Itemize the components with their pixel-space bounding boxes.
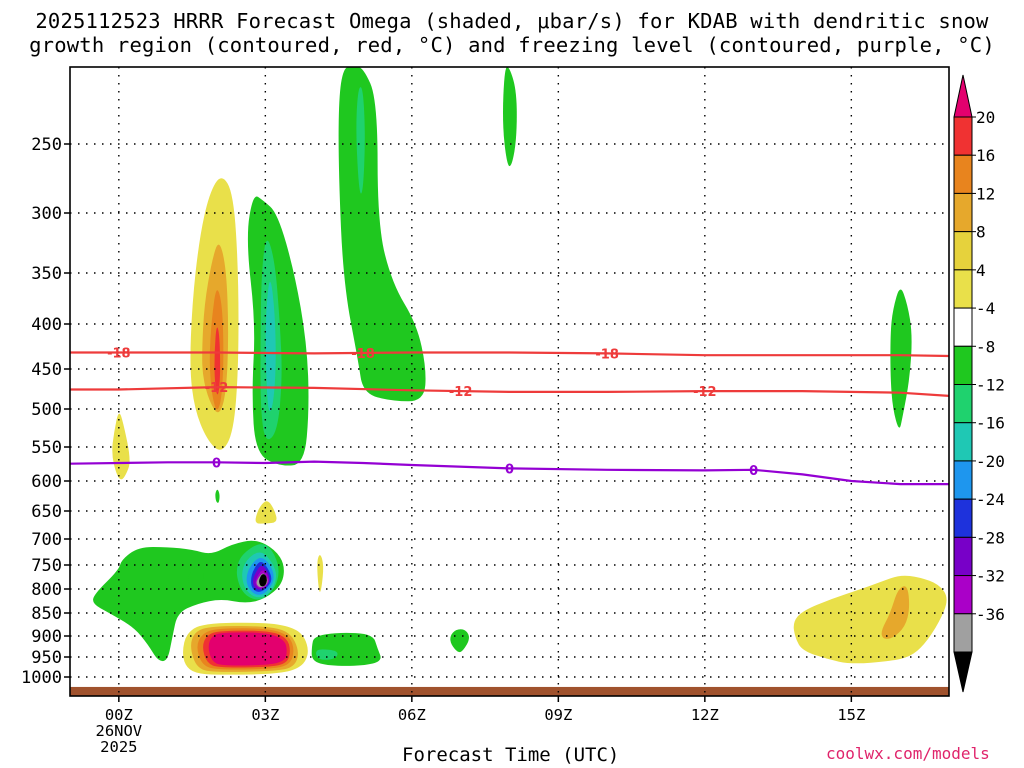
omega-region-7 xyxy=(215,489,220,503)
omega-region-34 xyxy=(208,632,287,666)
colorbar-label-9: -20 xyxy=(976,452,1005,471)
colorbar-segment-6 xyxy=(953,345,973,385)
dgz-contour--18-label-0: -18 xyxy=(107,347,131,362)
colorbar-label-2: 12 xyxy=(976,184,995,203)
omega-region-6 xyxy=(317,555,324,592)
colorbar-segment-0 xyxy=(953,116,973,156)
colorbar-label-0: 20 xyxy=(976,108,995,127)
colorbar-segment-4 xyxy=(953,269,973,309)
freezing-level-contour-label-0: 0 xyxy=(212,456,221,471)
colorbar-label-7: -12 xyxy=(976,376,1005,395)
colorbar-label-10: -24 xyxy=(976,490,1005,509)
y-tick-label-250: 250 xyxy=(31,135,62,155)
colorbar-top-arrow xyxy=(953,74,973,118)
omega-region-15 xyxy=(93,540,284,662)
dgz-contour--12-label-0: -12 xyxy=(205,381,229,396)
y-tick-label-900: 900 xyxy=(31,627,62,647)
colorbar-segment-13 xyxy=(953,613,973,653)
x-tick-date: 26NOV xyxy=(95,722,142,740)
omega-region-5 xyxy=(255,501,277,524)
y-tick-label-650: 650 xyxy=(31,502,62,522)
omega-region-10 xyxy=(265,281,276,412)
colorbar-label-8: -16 xyxy=(976,414,1005,433)
y-tick-label-600: 600 xyxy=(31,472,62,492)
colorbar-label-4: 4 xyxy=(976,261,986,280)
credit-link[interactable]: coolwx.com/models xyxy=(826,744,990,763)
colorbar-segment-10 xyxy=(953,498,973,538)
colorbar-segment-2 xyxy=(953,192,973,233)
omega-region-23 xyxy=(259,574,267,587)
colorbar-segment-12 xyxy=(953,575,973,615)
x-tick-label-03Z: 03Z xyxy=(251,706,279,724)
colorbar-bottom-arrow xyxy=(953,651,973,693)
plot-frame xyxy=(69,66,950,697)
y-tick-label-350: 350 xyxy=(31,264,62,284)
dgz-contour--12-label-1: -12 xyxy=(449,385,473,400)
colorbar-segment-5 xyxy=(953,307,973,347)
colorbar-label-3: 8 xyxy=(976,223,986,242)
y-tick-label-300: 300 xyxy=(31,204,62,224)
colorbar-segment-3 xyxy=(953,231,973,271)
colorbar-label-6: -8 xyxy=(976,337,995,356)
omega-region-26 xyxy=(316,649,338,660)
dgz-contour--18-label-2: -18 xyxy=(595,347,619,362)
y-tick-label-500: 500 xyxy=(31,400,62,420)
x-tick-year: 2025 xyxy=(100,738,137,756)
omega-region-12 xyxy=(356,87,365,194)
y-tick-label-750: 750 xyxy=(31,556,62,576)
freezing-level-contour xyxy=(69,460,949,486)
colorbar-label-12: -32 xyxy=(976,567,1005,586)
omega-region-25 xyxy=(311,632,381,666)
dgz-contour--12 xyxy=(70,385,950,397)
x-tick-label-00Z: 00Z xyxy=(105,706,133,724)
y-tick-label-950: 950 xyxy=(31,648,62,668)
x-tick-label-12Z: 12Z xyxy=(691,706,719,724)
title-line-2: growth region (contoured, red, °C) and f… xyxy=(29,33,995,57)
omega-region-14 xyxy=(890,289,912,428)
x-tick-label-09Z: 09Z xyxy=(544,706,572,724)
omega-region-3 xyxy=(214,327,221,395)
title-line-1: 2025112523 HRRR Forecast Omega (shaded, … xyxy=(35,9,989,33)
colorbar-label-11: -28 xyxy=(976,528,1005,547)
colorbar-label-13: -36 xyxy=(976,605,1005,624)
omega-region-13 xyxy=(503,67,517,167)
colorbar-segment-11 xyxy=(953,536,973,577)
x-axis-label: Forecast Time (UTC) xyxy=(402,744,620,766)
colorbar-segment-9 xyxy=(953,460,973,500)
x-tick-label-15Z: 15Z xyxy=(837,706,865,724)
omega-region-24 xyxy=(188,566,204,591)
colorbar-segment-8 xyxy=(953,422,973,462)
y-tick-label-850: 850 xyxy=(31,604,62,624)
y-tick-label-1000: 1000 xyxy=(21,668,62,688)
colorbar-label-5: -4 xyxy=(976,299,995,318)
colorbar-segment-1 xyxy=(953,154,973,194)
freezing-level-contour-label-1: 0 xyxy=(505,462,514,477)
y-tick-label-400: 400 xyxy=(31,315,62,335)
x-tick-label-06Z: 06Z xyxy=(398,706,426,724)
dgz-contour--18-label-1: -18 xyxy=(351,347,375,362)
freezing-level-contour-label-2: 0 xyxy=(749,464,758,479)
dgz-contour--18 xyxy=(70,351,950,358)
y-tick-label-700: 700 xyxy=(31,530,62,550)
colorbar-segment-7 xyxy=(953,384,973,424)
y-tick-label-550: 550 xyxy=(31,438,62,458)
terrain-strip xyxy=(70,686,949,696)
omega-region-27 xyxy=(450,629,469,653)
y-tick-label-800: 800 xyxy=(31,580,62,600)
dgz-contour--12-label-2: -12 xyxy=(693,385,717,400)
y-tick-label-450: 450 xyxy=(31,360,62,380)
colorbar-label-1: 16 xyxy=(976,146,995,165)
